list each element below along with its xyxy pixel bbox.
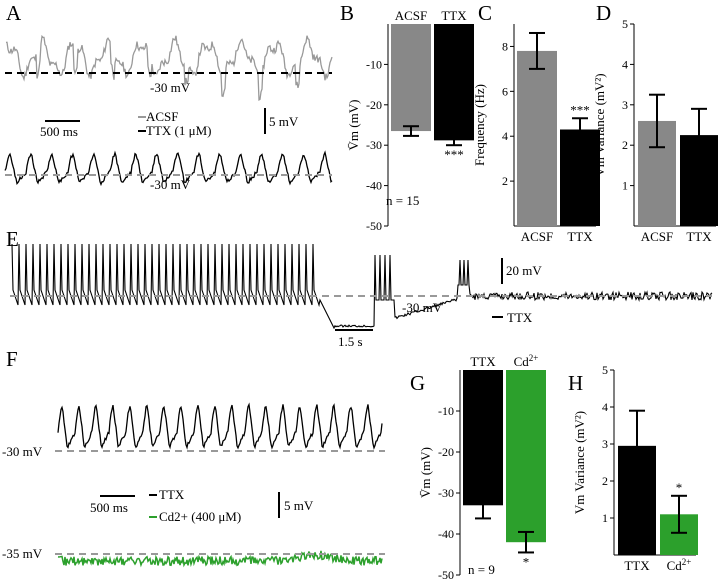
- category-label: TTX: [686, 229, 712, 244]
- y-tick-label: 2: [622, 138, 628, 152]
- bar-ttx: [560, 129, 600, 226]
- y-tick-label: 2: [502, 174, 508, 188]
- y-axis-title: Vm Variance (mV²): [592, 73, 607, 176]
- bar-acsf: [391, 24, 431, 132]
- panel-label-h: H: [568, 371, 583, 395]
- y-tick-label: 1: [622, 179, 628, 193]
- cd-level-label-f: -35 mV: [2, 546, 43, 561]
- chart-d: 1 2 3 4 5 Vm Variance (mV²) ACSF TTX: [592, 17, 718, 244]
- y-tick-label: -20: [438, 445, 454, 459]
- significance-marker: *: [523, 554, 530, 569]
- chart-c: 2 4 6 8 Frequency (Hz) ACSF TTX ***: [472, 24, 600, 244]
- y-tick-label: 3: [622, 98, 628, 112]
- y-tick-label: 8: [502, 39, 508, 53]
- ttx-trace-f: [57, 402, 383, 450]
- panel-label-a: A: [6, 1, 22, 25]
- panel-e: E 20 mV -30 mV TTX 1.5 s: [6, 227, 713, 349]
- panel-g: G -10 -20 -30 -40 -50 V̄m (mV) TTX Cd2+ * n = 9: [410, 353, 546, 582]
- y-tick-label: 6: [502, 84, 508, 98]
- legend-ttx: TTX (1 μM): [146, 123, 211, 138]
- ttx-trace: [4, 150, 333, 187]
- y-tick-label: -50: [438, 568, 454, 582]
- category-label: Cd2+: [514, 353, 539, 369]
- y-tick-label: 5: [602, 363, 608, 377]
- category-label: TTX: [624, 558, 650, 573]
- y-tick-label: -30: [366, 138, 382, 152]
- significance-marker: ***: [444, 147, 464, 162]
- category-label: TTX: [441, 8, 467, 23]
- scale-time-label-a: 500 ms: [40, 124, 78, 139]
- y-tick-label: 5: [622, 17, 628, 31]
- chart-g: -10 -20 -30 -40 -50 V̄m (mV) TTX Cd2+ *: [418, 353, 546, 582]
- y-tick-label: 4: [622, 57, 628, 71]
- category-label: TTX: [470, 354, 496, 369]
- y-tick-label: -40: [366, 179, 382, 193]
- ttx-level-label-f: -30 mV: [2, 444, 43, 459]
- n-label-b: n = 15: [386, 193, 419, 208]
- panel-d: D 1 2 3 4 5 Vm Variance (mV²) ACSF TTX: [592, 1, 718, 244]
- category-label: Cd2+: [667, 557, 692, 573]
- bar-ttx: [434, 24, 474, 141]
- y-axis-title: Frequency (Hz): [472, 84, 487, 166]
- panel-b: B -10 -20 -30 -40 -50 V̄m (mV) ACSF TTX *** n = …: [340, 1, 474, 233]
- panel-label-b: B: [340, 1, 354, 25]
- y-tick-label: -50: [366, 219, 382, 233]
- y-tick-label: 3: [602, 437, 608, 451]
- ttx-level-label: -30 mV: [150, 177, 191, 192]
- panel-h: H 1 2 3 4 5 Vm Variance (mV²) TTX Cd2+ *: [568, 363, 698, 573]
- panel-label-f: F: [6, 347, 18, 371]
- scale-volt-label-e: 20 mV: [506, 263, 542, 278]
- scale-volt-label-f: 5 mV: [284, 498, 314, 513]
- acsf-level-label: -30 mV: [150, 80, 191, 95]
- bar-ttx: [463, 370, 503, 506]
- bar-acsf: [517, 50, 557, 226]
- category-label: TTX: [567, 229, 593, 244]
- panel-c: C 2 4 6 8 Frequency (Hz) ACSF TTX ***: [472, 1, 600, 244]
- n-label-g: n = 9: [468, 562, 495, 577]
- y-tick-label: 4: [602, 400, 608, 414]
- trace-e: [11, 243, 713, 330]
- y-tick-label: -10: [366, 57, 382, 71]
- significance-marker: *: [676, 480, 683, 495]
- panel-label-g: G: [410, 371, 425, 395]
- y-tick-label: -40: [438, 527, 454, 541]
- y-tick-label: -10: [438, 404, 454, 418]
- panel-label-c: C: [478, 1, 492, 25]
- scale-time-label-e: 1.5 s: [338, 334, 363, 349]
- category-label: ACSF: [395, 8, 428, 23]
- legend-cd-f: Cd2+ (400 μM): [159, 509, 241, 524]
- panel-label-d: D: [596, 1, 611, 25]
- legend-ttx-f: TTX: [159, 487, 185, 502]
- y-axis-title: V̄m (mV): [346, 100, 361, 151]
- scale-volt-label-a: 5 mV: [269, 114, 299, 129]
- panel-a: A -30 mV 500 ms ACSF TTX (1 μM) 5 mV -30…: [4, 1, 333, 192]
- y-tick-label: -20: [366, 98, 382, 112]
- y-tick-label: -30: [438, 486, 454, 500]
- significance-marker: ***: [570, 102, 590, 117]
- panel-f: F -30 mV 500 ms TTX Cd2+ (400 μM) 5 mV -…: [2, 347, 385, 568]
- drug-label-e: TTX: [507, 310, 533, 325]
- y-tick-label: 4: [502, 129, 508, 143]
- chart-b: -10 -20 -30 -40 -50 V̄m (mV) ACSF TTX ***: [346, 8, 474, 233]
- panel-label-e: E: [6, 227, 19, 251]
- y-axis-title: Vm Variance (mV²): [572, 411, 587, 514]
- level-label-e: -30 mV: [402, 300, 443, 315]
- y-axis-title: V̄m (mV): [418, 447, 433, 498]
- legend-acsf: ACSF: [146, 109, 179, 124]
- cd-trace-f: [57, 550, 383, 568]
- category-label: ACSF: [521, 229, 554, 244]
- scale-time-label-f: 500 ms: [90, 500, 128, 515]
- category-label: ACSF: [641, 229, 674, 244]
- acsf-trace: [5, 34, 333, 102]
- y-tick-label: 1: [602, 511, 608, 525]
- y-tick-label: 2: [602, 474, 608, 488]
- bar-cd2: [506, 370, 546, 543]
- chart-h: 1 2 3 4 5 Vm Variance (mV²) TTX Cd2+ *: [572, 363, 698, 573]
